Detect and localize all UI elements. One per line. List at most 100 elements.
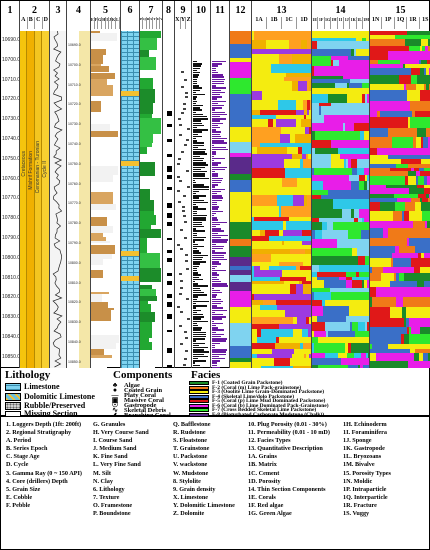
grain-size-interval	[91, 210, 118, 218]
composition-segment	[402, 297, 430, 307]
composition-segment	[427, 220, 430, 229]
facies-legend-item: F-7 (Cross Bedded Skeletal Lime Packston…	[189, 407, 316, 413]
column-number: 15	[395, 5, 406, 16]
porosity-type-interval	[370, 31, 430, 36]
porosity-bar	[193, 78, 198, 80]
porosity-bar	[193, 186, 209, 188]
grain-density-point	[180, 287, 184, 290]
quantitative-interval	[252, 147, 311, 154]
porosity-type-interval	[370, 127, 430, 138]
grain-size-interval	[91, 64, 102, 67]
grain-size-interval	[91, 310, 111, 321]
permeability-bar	[212, 171, 216, 173]
composition-segment	[377, 60, 401, 65]
porosity-type-interval	[370, 147, 430, 156]
composition-segment	[256, 353, 292, 359]
grain-size-interval	[91, 123, 111, 132]
key-entry: J. Medium Sand	[93, 445, 137, 453]
composition-segment	[359, 94, 362, 104]
subheader-label: V	[160, 17, 162, 29]
subheader-label: 1D	[300, 17, 308, 23]
composition-segment	[312, 55, 332, 60]
composition-segment	[423, 84, 427, 91]
thin-section-interval	[312, 306, 369, 316]
depth-label: 10760.0	[2, 175, 20, 182]
thin-section-interval	[312, 248, 369, 257]
porosity-type-interval	[370, 75, 430, 85]
composition-segment	[351, 280, 362, 288]
key-entry: 1E. Corals	[248, 493, 276, 501]
lithology-label: Missing Section	[24, 409, 78, 418]
composition-segment	[352, 248, 357, 257]
permeability-bar	[212, 243, 216, 245]
permeability-bar	[212, 204, 218, 206]
grain-density-point	[186, 185, 190, 188]
grain-density-point	[181, 206, 185, 209]
porosity-bar	[193, 265, 200, 267]
composition-segment	[277, 195, 293, 207]
composition-segment	[304, 277, 307, 281]
composition-segment	[323, 180, 351, 190]
quantitative-interval	[252, 77, 311, 82]
stylolite-mark	[167, 139, 172, 143]
grain-density-point	[183, 78, 187, 81]
composition-segment	[370, 286, 377, 298]
facies-interval	[230, 58, 251, 63]
grain-density-point	[186, 127, 190, 130]
composition-segment	[370, 110, 378, 118]
dolomitic-limestone-interval	[121, 91, 139, 96]
permeability-bar	[212, 245, 224, 248]
grain-size-interval	[91, 182, 102, 193]
composition-segment	[408, 170, 416, 177]
composition-segment	[403, 272, 430, 282]
composition-segment	[364, 256, 369, 266]
porosity-bar	[193, 133, 199, 135]
facies-interval	[230, 345, 251, 358]
composition-segment	[338, 59, 369, 67]
composition-segment	[252, 220, 284, 231]
porosity-bar	[193, 206, 198, 208]
composition-segment	[314, 291, 332, 300]
porosity-bar	[193, 142, 204, 144]
grain-size-interval	[91, 358, 107, 369]
facies-interval	[230, 157, 251, 175]
permeability-bar	[212, 333, 225, 336]
grain-size-subheader: EFGHIJKLMN	[91, 17, 120, 29]
grain-size-interval	[91, 242, 104, 246]
composition-segment	[366, 94, 369, 104]
composition-segment	[405, 84, 416, 91]
key-entry: B. Series Epoch	[6, 445, 48, 453]
composition-segment	[329, 287, 369, 292]
composition-segment	[345, 343, 349, 353]
composition-segment	[347, 229, 361, 239]
composition-segment	[411, 258, 430, 267]
facies-swatch	[189, 385, 209, 390]
porosity-type-interval	[370, 117, 430, 128]
component-label: Algae	[124, 381, 140, 389]
composition-segment	[275, 342, 300, 349]
composition-segment	[422, 45, 425, 52]
composition-segment	[424, 184, 430, 189]
composition-segment	[428, 84, 430, 91]
porosity-bar	[193, 138, 196, 140]
composition-segment	[426, 67, 429, 76]
texture-subheader: PQRSTUVW	[140, 17, 162, 29]
stylolite-mark	[167, 249, 172, 253]
grain-size-interval	[91, 355, 112, 359]
composition-segment	[259, 265, 270, 271]
composition-segment	[270, 63, 311, 74]
composition-segment	[331, 55, 348, 60]
stylolite-mark	[167, 237, 172, 241]
porosity-bar	[193, 245, 204, 248]
permeability-bar	[212, 219, 218, 221]
permeability-column: 11	[211, 1, 230, 369]
composition-segment	[312, 167, 315, 175]
composition-segment	[413, 266, 420, 273]
composition-segment	[312, 130, 315, 141]
limestone-swatch	[5, 382, 21, 391]
depth-label: 10720.0	[2, 96, 20, 103]
composition-segment	[302, 329, 309, 337]
composition-segment	[366, 37, 369, 42]
key-entry: A. Period	[6, 437, 32, 445]
